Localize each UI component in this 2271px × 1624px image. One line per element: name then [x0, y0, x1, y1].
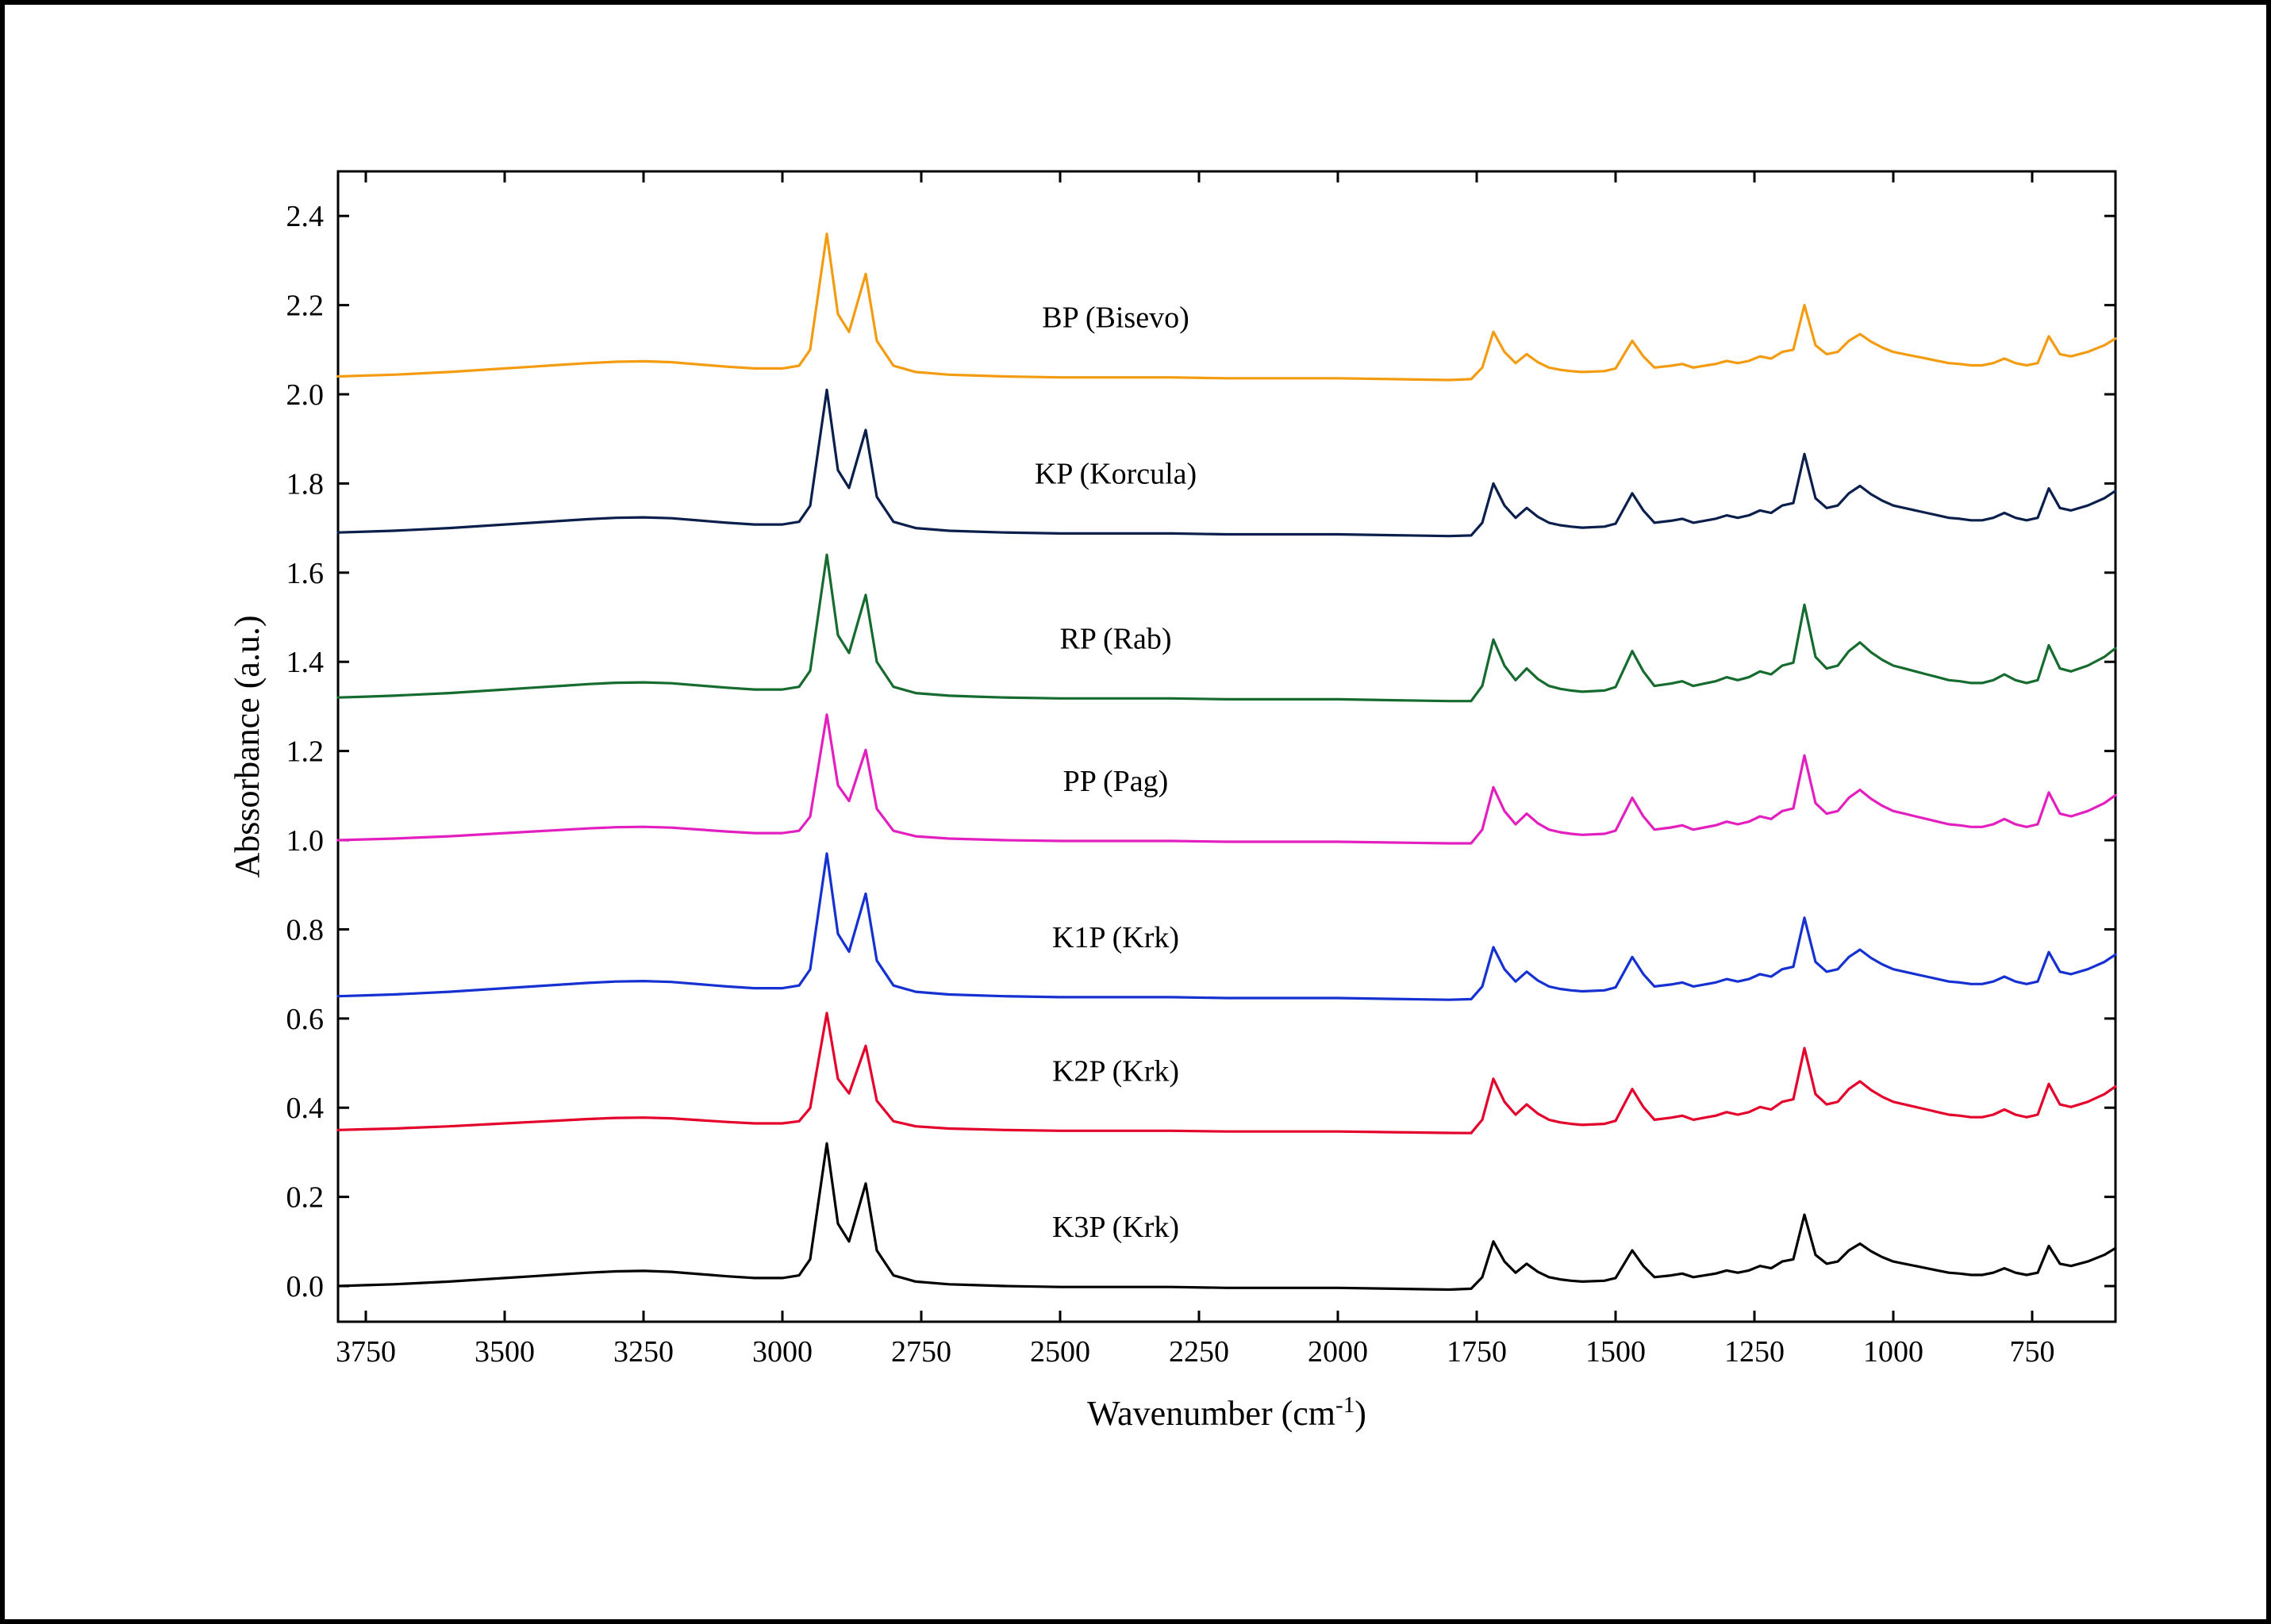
y-tick-label: 1.0 [286, 824, 325, 858]
y-tick-label: 0.2 [286, 1181, 325, 1215]
chart-frame: 3750 3500 3250 3000 2750 2500 2250 2000 1750 1500… [0, 0, 2271, 1624]
x-tick-label: 3500 [475, 1335, 535, 1369]
x-tick-label: 2250 [1169, 1335, 1229, 1369]
y-tick-label: 1.6 [286, 557, 325, 590]
y-tick-label: 1.4 [286, 646, 325, 679]
y-tick-label: 0.6 [286, 1003, 325, 1036]
x-tick-label: 3000 [752, 1335, 813, 1369]
x-tick-label: 2000 [1308, 1335, 1368, 1369]
x-tick-label: 2750 [891, 1335, 951, 1369]
spectrum-line-KP [338, 390, 2115, 536]
spectrum-label-KP: KP (Korcula) [1035, 457, 1197, 490]
y-tick-label: 2.0 [286, 378, 325, 412]
y-tick-label: 0.4 [286, 1092, 325, 1125]
spectrum-line-RP [338, 555, 2115, 701]
chart-area: 3750 3500 3250 3000 2750 2500 2250 2000 1750 1500… [227, 148, 2131, 1417]
y-tick-label: 0.0 [286, 1270, 325, 1303]
spectrum-line-K1P [338, 854, 2115, 1000]
spectrum-label-K2P: K2P (Krk) [1052, 1055, 1179, 1088]
spectrum-label-K1P: K1P (Krk) [1052, 921, 1179, 954]
y-tick-label: 1.8 [286, 467, 325, 501]
x-tick-label: 3250 [613, 1335, 674, 1369]
spectra-labels: BP (Bisevo) KP (Korcula) RP (Rab) PP (Pag) K… [1035, 301, 1197, 1245]
spectrum-line-PP [338, 715, 2115, 843]
y-tick-label: 2.2 [286, 290, 325, 323]
y-axis-label: Abssorbance (a.u.) [228, 615, 267, 877]
x-ticks: 3750 3500 3250 3000 2750 2500 2250 2000 1750 1500… [336, 171, 2055, 1369]
x-axis-label: Wavenumber (cm-1) [1087, 1392, 1366, 1433]
spectra-lines [338, 234, 2115, 1290]
spectrum-line-BP [338, 234, 2115, 380]
x-tick-label: 2500 [1030, 1335, 1090, 1369]
spectrum-line-K3P [338, 1143, 2115, 1289]
x-tick-label: 1250 [1724, 1335, 1785, 1369]
y-tick-label: 2.4 [286, 200, 325, 233]
spectrum-label-PP: PP (Pag) [1063, 765, 1169, 798]
spectrum-line-K2P [338, 1013, 2115, 1133]
plot-border [338, 171, 2115, 1322]
x-tick-label: 1500 [1585, 1335, 1646, 1369]
x-tick-label: 3750 [336, 1335, 396, 1369]
spectrum-label-BP: BP (Bisevo) [1042, 301, 1189, 335]
spectrum-label-K3P: K3P (Krk) [1052, 1211, 1179, 1244]
x-tick-label: 750 [2010, 1335, 2055, 1369]
y-tick-label: 0.8 [286, 913, 325, 946]
y-tick-label: 1.2 [286, 735, 325, 769]
spectra-chart: 3750 3500 3250 3000 2750 2500 2250 2000 1750 1500… [227, 148, 2131, 1496]
spectrum-label-RP: RP (Rab) [1059, 622, 1171, 655]
x-tick-label: 1000 [1863, 1335, 1923, 1369]
x-tick-label: 1750 [1447, 1335, 1507, 1369]
